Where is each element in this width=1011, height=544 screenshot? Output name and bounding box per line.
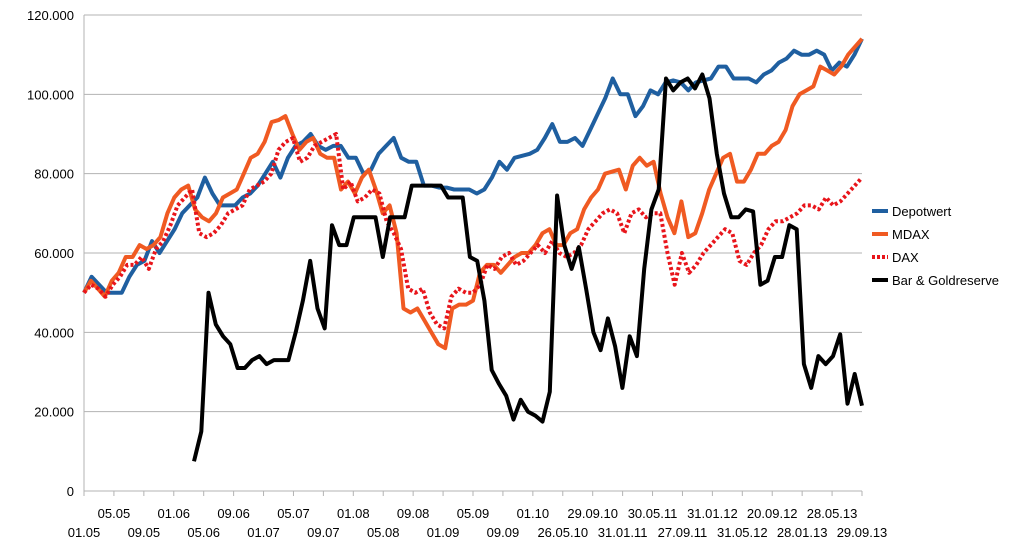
x-tick-label: 26.05.10 [537, 525, 588, 540]
y-tick-label: 80.000 [34, 167, 74, 182]
y-tick-label: 20.000 [34, 405, 74, 420]
legend: Depotwert MDAX DAX Bar & Goldreserve [872, 204, 999, 288]
x-tick-label: 20.09.12 [747, 506, 798, 521]
legend-label: DAX [892, 250, 919, 265]
x-tick-label: 30.05.11 [628, 506, 678, 521]
x-tick-label: 09.05 [128, 525, 161, 540]
x-tick-label: 27.09.11 [658, 525, 708, 540]
y-tick-label: 40.000 [34, 325, 74, 340]
x-tick-label: 29.09.13 [837, 525, 888, 540]
x-tick-label: 09.08 [397, 506, 430, 521]
legend-label: Bar & Goldreserve [892, 273, 999, 288]
x-tick-label: 05.08 [367, 525, 400, 540]
legend-label: Depotwert [892, 204, 952, 219]
x-tick-label: 01.05 [68, 525, 101, 540]
x-tick-label: 05.06 [187, 525, 220, 540]
x-tick-label: 09.07 [307, 525, 340, 540]
legend-label: MDAX [892, 227, 930, 242]
x-axis: 01.05 09.05 05.06 01.07 09.07 05.08 01.09 09.09… [68, 491, 888, 540]
series-line-2 [82, 37, 864, 351]
x-tick-label: 28.05.13 [807, 506, 858, 521]
x-tick-label: 31.01.11 [598, 525, 648, 540]
series-lines [82, 37, 864, 462]
x-tick-label: 28.01.13 [777, 525, 828, 540]
x-tick-label: 01.07 [247, 525, 280, 540]
gridlines [83, 14, 862, 492]
x-tick-label: 09.09 [487, 525, 520, 540]
x-tick-label: 05.05 [98, 506, 131, 521]
x-tick-label: 05.09 [457, 506, 490, 521]
y-tick-label: 0 [67, 484, 74, 499]
x-tick-label: 01.10 [517, 506, 550, 521]
y-axis: 0 20.000 40.000 60.000 80.000 100.000 120.000 [27, 8, 74, 499]
y-tick-label: 100.000 [27, 87, 74, 102]
x-tick-label: 09.06 [217, 506, 250, 521]
series-line-4 [192, 72, 864, 462]
y-tick-label: 60.000 [34, 246, 74, 261]
x-tick-label: 01.09 [427, 525, 460, 540]
x-tick-label: 31.05.12 [717, 525, 768, 540]
x-tick-label: 31.01.12 [687, 506, 738, 521]
x-tick-label: 01.06 [157, 506, 190, 521]
x-tick-label: 01.08 [337, 506, 370, 521]
x-tick-label: 05.07 [277, 506, 310, 521]
x-tick-label: 29.09.10 [567, 506, 618, 521]
series-line-1 [82, 37, 864, 295]
y-tick-label: 120.000 [27, 8, 74, 23]
